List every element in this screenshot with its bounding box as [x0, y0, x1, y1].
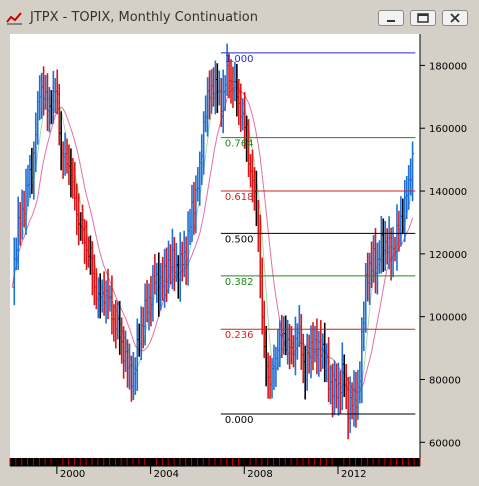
restore-button[interactable]: [410, 10, 436, 26]
fib-label-1-000: 1.000: [225, 54, 254, 65]
window-title: JTPX - TOPIX, Monthly Continuation: [30, 10, 259, 25]
y-tick-label: 100000: [429, 313, 467, 324]
y-tick-label: 120000: [429, 250, 467, 261]
y-tick-label: 180000: [429, 61, 467, 72]
restore-icon: [417, 13, 429, 23]
y-tick-label: 80000: [429, 375, 461, 386]
minimize-button[interactable]: [378, 10, 404, 26]
fib-label-0-000: 0.000: [225, 415, 254, 426]
close-button[interactable]: [442, 10, 468, 26]
x-tick-label: 2000: [60, 469, 85, 480]
y-tick-label: 160000: [429, 124, 467, 135]
minimize-icon: [387, 20, 395, 22]
fib-label-0-618: 0.618: [225, 192, 254, 203]
fib-label-0-382: 0.382: [225, 277, 254, 288]
fib-label-0-764: 0.764: [225, 139, 254, 150]
x-tick-label: 2008: [247, 469, 272, 480]
price-chart[interactable]: 1.000 0.764 0.618 0.500 0.382 0.236 0.000 6000…: [4, 34, 474, 480]
y-tick-label: 140000: [429, 187, 467, 198]
close-icon: [450, 13, 460, 23]
fib-label-0-236: 0.236: [225, 330, 254, 341]
chart-frame: 1.000 0.764 0.618 0.500 0.382 0.236 0.000 6000…: [4, 34, 474, 480]
x-tick-label: 2004: [154, 469, 179, 480]
chart-app-icon: [6, 12, 22, 25]
window-titlebar: JTPX - TOPIX, Monthly Continuation: [0, 0, 479, 34]
y-tick-label: 60000: [429, 438, 461, 449]
fib-label-0-500: 0.500: [225, 234, 254, 245]
x-tick-label: 2012: [341, 469, 366, 480]
